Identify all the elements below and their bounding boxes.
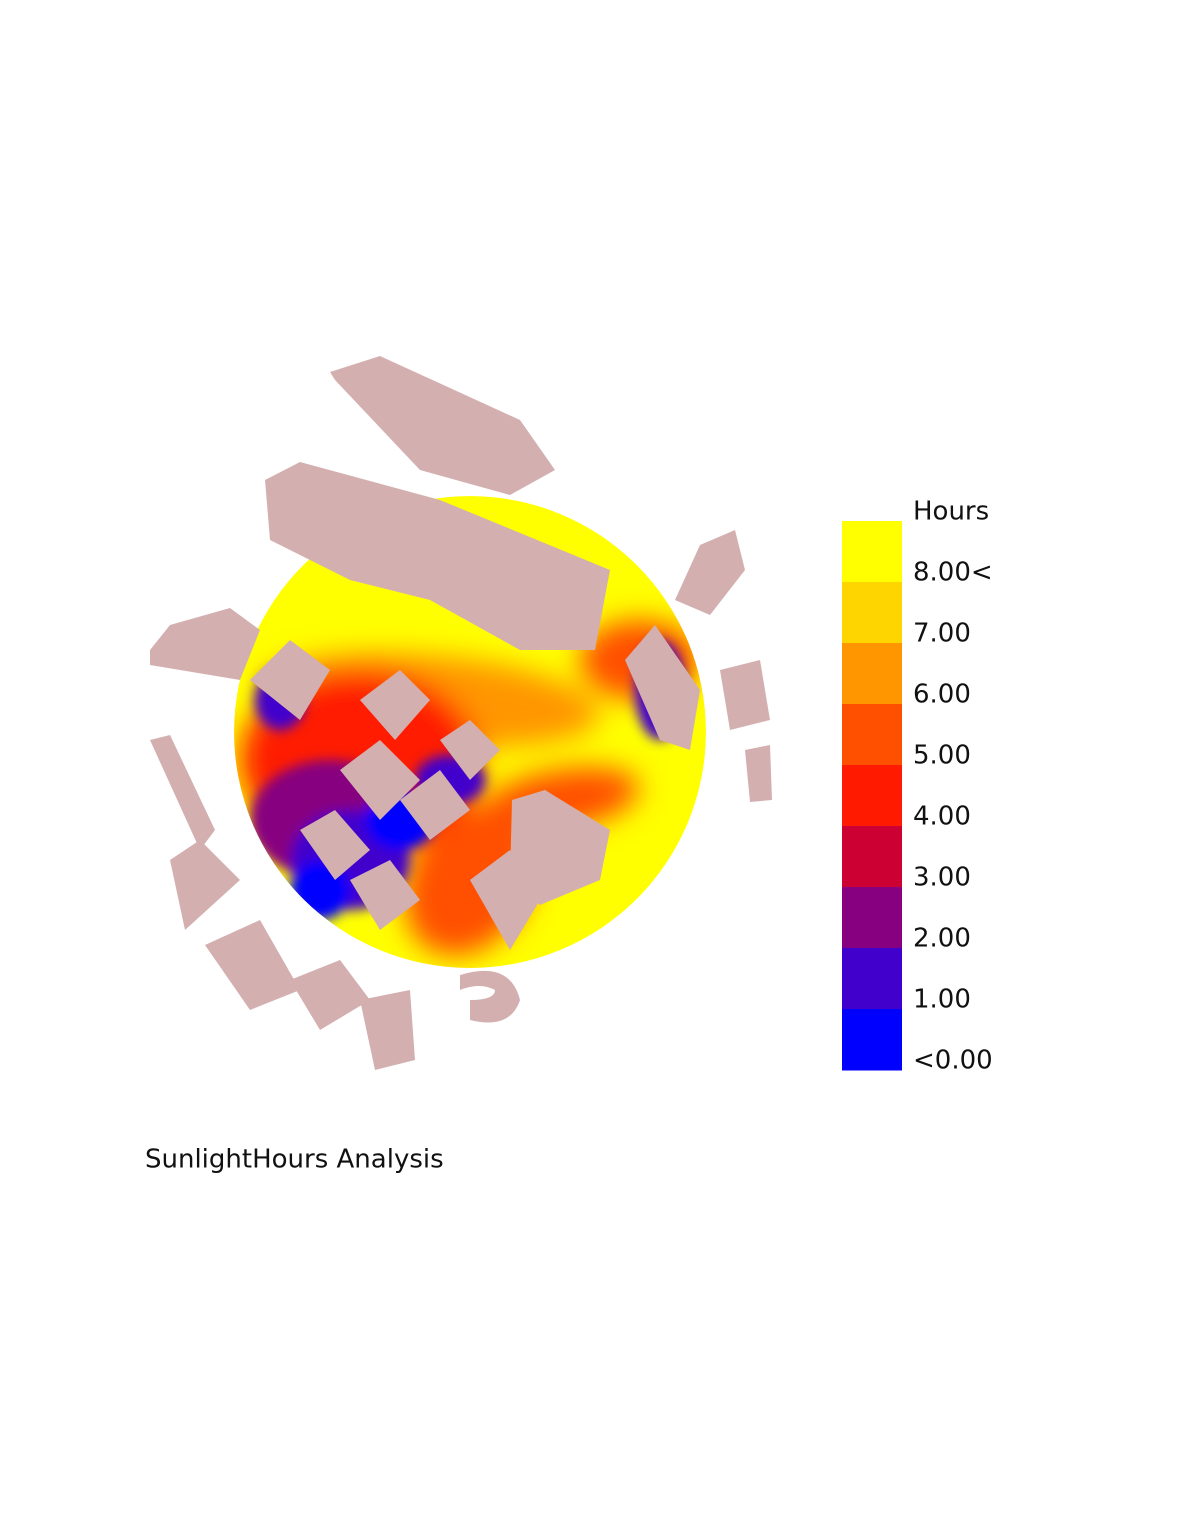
legend-label: 4.00 (913, 802, 971, 832)
legend-swatch (842, 643, 902, 705)
legend-swatch (842, 1009, 902, 1071)
legend: 8.00< 7.00 6.00 5.00 4.00 3.00 2.00 1.00 <0.00 (842, 521, 993, 1076)
legend-swatch (842, 765, 902, 827)
legend-label: 8.00< (913, 558, 993, 588)
caption: SunlightHours Analysis (145, 1145, 444, 1175)
legend-label: 1.00 (913, 985, 971, 1015)
legend-swatch (842, 582, 902, 644)
legend-label: 3.00 (913, 863, 971, 893)
legend-swatch (842, 948, 902, 1010)
legend-label: 6.00 (913, 680, 971, 710)
legend-label: 7.00 (913, 619, 971, 649)
buildings (150, 356, 772, 1070)
legend-label: 2.00 (913, 924, 971, 954)
legend-label: 5.00 (913, 741, 971, 771)
legend-label: <0.00 (913, 1046, 993, 1076)
legend-swatch (842, 826, 902, 888)
legend-swatch (842, 887, 902, 949)
legend-title: Hours (913, 497, 989, 527)
legend-swatch (842, 521, 902, 583)
legend-swatch (842, 704, 902, 766)
